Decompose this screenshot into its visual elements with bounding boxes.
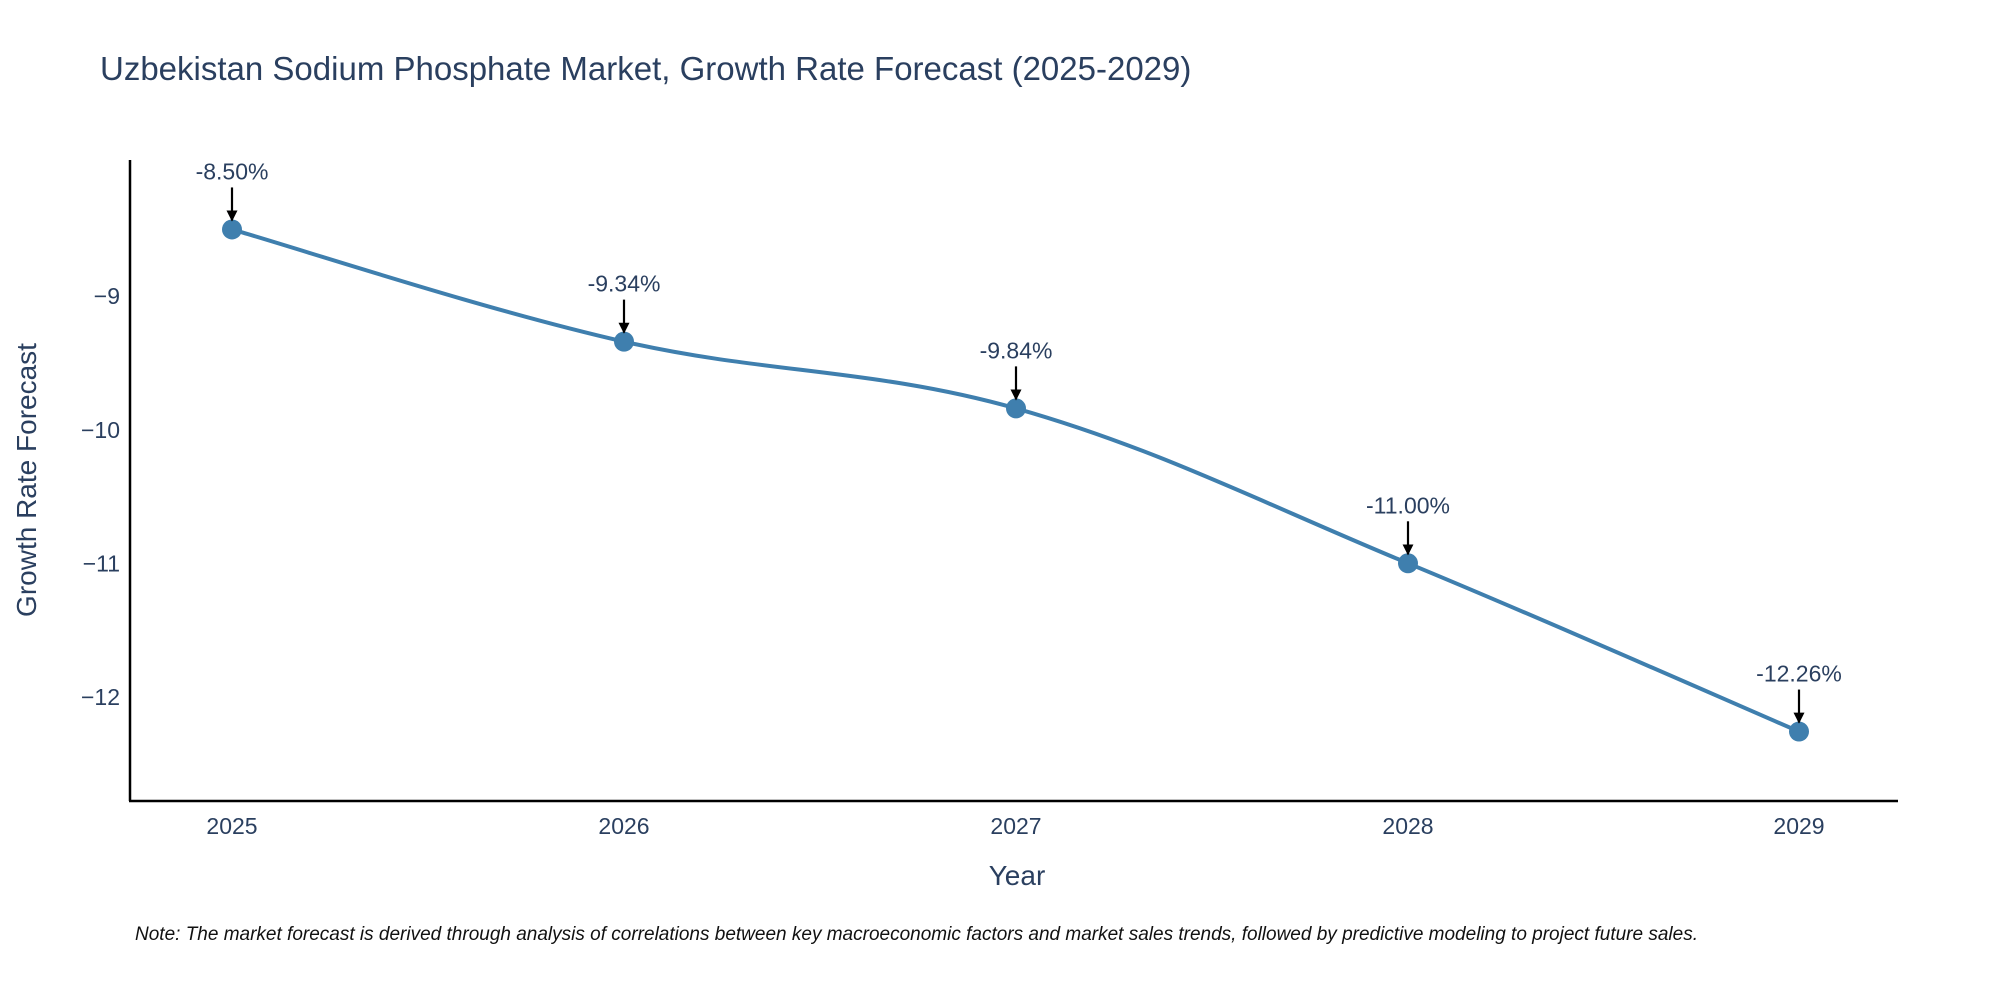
data-point	[1398, 553, 1418, 574]
x-tick-label: 2028	[1382, 813, 1433, 839]
data-label: -11.00%	[1366, 492, 1450, 518]
chart-title: Uzbekistan Sodium Phosphate Market, Grow…	[100, 50, 1191, 87]
x-tick-label: 2027	[990, 813, 1041, 839]
y-tick-label: −10	[81, 417, 120, 443]
data-label: -9.34%	[588, 271, 661, 297]
x-axis-title: Year	[989, 860, 1046, 891]
data-label: -8.50%	[196, 158, 269, 184]
x-tick-labels: 2025 2026 2027 2028 2029	[206, 813, 1824, 839]
data-label: -9.84%	[980, 337, 1053, 363]
data-label: -12.26%	[1756, 661, 1842, 687]
series-line	[230, 227, 1801, 734]
footnote-note: Note: The market forecast is derived thr…	[135, 924, 1698, 945]
data-point	[222, 219, 242, 240]
y-tick-label: −9	[94, 283, 120, 309]
x-tick-label: 2026	[598, 813, 649, 839]
series-layer	[222, 219, 1809, 742]
y-tick-label: −11	[83, 550, 120, 576]
data-point	[1789, 721, 1809, 742]
y-tick-labels: −9 −10 −11 −12	[81, 283, 120, 710]
x-tick-label: 2029	[1773, 813, 1824, 839]
x-tick-label: 2025	[206, 813, 257, 839]
y-axis-title: Growth Rate Forecast	[11, 343, 42, 617]
data-label-annotations: -8.50% -9.34% -9.84% -11.00% -12.26%	[196, 158, 1842, 724]
axes-layer	[128, 160, 1898, 803]
data-point	[1006, 398, 1026, 419]
data-point	[614, 331, 634, 352]
y-tick-label: −12	[81, 684, 120, 710]
